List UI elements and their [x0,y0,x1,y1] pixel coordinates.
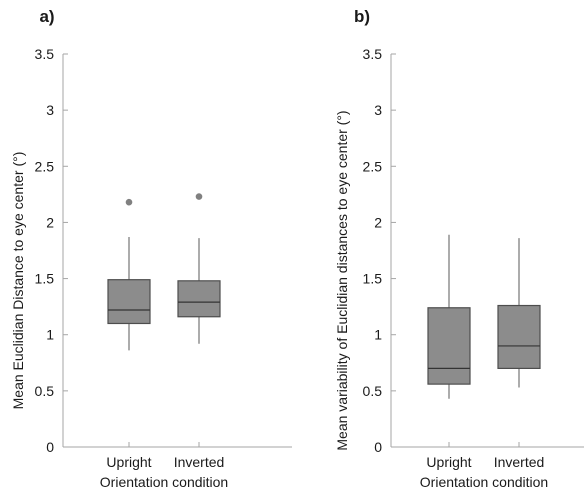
y-axis-title: Mean variability of Euclidian distances … [334,110,350,450]
box-iqr [497,304,541,369]
y-tick-label: 0 [374,439,382,455]
panel-b: 0 0.5 1 1.5 2 2.5 3 3.5 Upright Inverted b) Mean va… [334,7,584,490]
box-upright [427,234,471,447]
y-tick-label: 1.5 [363,271,383,287]
x-category-label: Upright [426,454,471,470]
y-tick-label: 3.5 [363,46,383,62]
y-tick-label: 0.5 [363,383,383,399]
y-tick-label: 2 [46,214,54,230]
y-tick-label: 3 [374,102,382,118]
box-iqr [107,279,151,325]
panel-a: 0 0.5 1 1.5 2 2.5 3 3.5 Upright Inverted a) Mean Eu… [10,7,292,490]
box-iqr [177,280,221,318]
x-axis-title: Orientation condition [100,474,228,490]
x-category-label: Upright [106,454,151,470]
y-tick-label: 1.5 [35,271,55,287]
outlier-point [125,198,133,206]
outlier-point [195,193,203,200]
y-tick-label: 0 [46,439,54,455]
panel-label: b) [354,7,370,26]
box-inverted [497,238,541,447]
box-upright [107,198,151,447]
x-category-label: Inverted [174,454,225,470]
y-tick-label: 3 [46,102,54,118]
box-iqr [427,307,471,385]
panel-label: a) [39,7,54,26]
y-tick-label: 3.5 [35,46,55,62]
x-axis-title: Orientation condition [420,474,548,490]
x-category-label: Inverted [494,454,545,470]
y-tick-label: 1 [46,327,54,343]
y-tick-label: 0.5 [35,383,55,399]
y-tick-label: 2.5 [363,158,383,174]
y-tick-label: 2 [374,214,382,230]
y-tick-label: 1 [374,327,382,343]
box-inverted [177,193,221,447]
y-axis-title: Mean Euclidian Distance to eye center (°… [10,152,26,410]
y-tick-label: 2.5 [35,158,55,174]
